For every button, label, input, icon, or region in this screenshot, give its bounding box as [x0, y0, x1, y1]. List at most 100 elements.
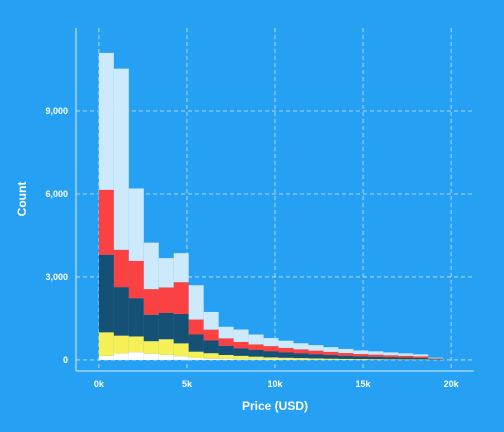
bar-segment — [233, 348, 249, 356]
bar-segment — [143, 341, 159, 354]
bar-segment — [338, 353, 354, 356]
bar-segment — [293, 353, 309, 359]
x-tick-label: 20k — [444, 379, 460, 389]
bar-segment — [98, 189, 114, 255]
bar-segment — [323, 351, 339, 356]
bar-segment — [173, 314, 189, 344]
bar-segment — [158, 287, 174, 313]
bar-segment — [293, 349, 309, 354]
bar-segment — [158, 312, 174, 340]
bar-segment — [143, 314, 159, 342]
bar-segment — [98, 355, 114, 360]
bar-segment — [233, 341, 249, 349]
x-axis-ticks: 0k 5k 10k 15k 20k — [94, 379, 460, 389]
bar-segment — [158, 258, 174, 288]
bar-segment — [323, 347, 339, 352]
bar-segment — [218, 354, 234, 359]
bar-segment — [368, 351, 384, 355]
bar-segment — [143, 242, 159, 290]
bar-segment — [278, 352, 294, 358]
x-tick-label: 5k — [182, 379, 193, 389]
y-axis-ticks: 0 3,000 6,000 9,000 — [45, 106, 68, 365]
bar-segment — [203, 311, 219, 330]
y-tick-label: 0 — [63, 355, 68, 365]
bar-segment — [203, 353, 219, 359]
bar-segment — [383, 355, 399, 358]
bar-segment — [293, 343, 309, 350]
bar-segment — [113, 249, 129, 288]
x-tick-label: 10k — [267, 379, 283, 389]
bar-segment — [128, 260, 144, 299]
bar-segment — [218, 345, 234, 355]
bar-segment — [188, 334, 204, 352]
bar-segment — [263, 357, 279, 360]
bar-segment — [338, 355, 354, 359]
bar-segment — [398, 353, 414, 356]
bar-segment — [353, 356, 369, 360]
bar-segment — [293, 358, 309, 360]
bar-segment — [368, 354, 384, 357]
bar-segment — [173, 343, 189, 357]
bar-segment — [158, 339, 174, 355]
x-tick-label: 15k — [356, 379, 372, 389]
bar-segment — [173, 356, 189, 360]
bar-segment — [413, 354, 429, 357]
bar-segment — [128, 352, 144, 360]
bar-segment — [368, 356, 384, 360]
bar-segment — [368, 359, 384, 360]
bar-segment — [353, 354, 369, 357]
y-tick-label: 9,000 — [45, 106, 68, 116]
bar-segment — [188, 357, 204, 360]
bar-segment — [413, 357, 429, 360]
bar-segment — [173, 282, 189, 315]
bar-segment — [398, 357, 414, 360]
bar-segment — [218, 338, 234, 346]
bar-segment — [98, 254, 114, 333]
bar-segment — [203, 329, 219, 341]
bar-segment — [278, 357, 294, 360]
bar-segment — [233, 359, 249, 360]
bar-segment — [338, 358, 354, 360]
bar-segment — [263, 346, 279, 352]
bar-segment — [248, 356, 264, 360]
bar-segment — [98, 332, 114, 356]
bar-segment — [308, 350, 324, 355]
bar-segment — [233, 355, 249, 360]
x-tick-label: 0k — [94, 379, 105, 389]
bar-segment — [128, 298, 144, 337]
y-tick-label: 6,000 — [45, 189, 68, 199]
x-axis-title: Price (USD) — [242, 399, 308, 413]
bar-segment — [308, 345, 324, 351]
bar-segment — [188, 319, 204, 335]
bar-segment — [308, 358, 324, 360]
bar-segment — [98, 52, 114, 190]
bar-segment — [413, 356, 429, 358]
bar-segment — [428, 357, 444, 359]
bar-segment — [218, 358, 234, 360]
bar-segment — [428, 358, 444, 360]
bar-segment — [233, 329, 249, 342]
bar-segment — [203, 340, 219, 354]
bar-segment — [248, 334, 264, 345]
bar-segment — [263, 351, 279, 358]
bar-segment — [278, 340, 294, 348]
bar-segment — [323, 358, 339, 360]
bar-segment — [353, 359, 369, 360]
stacked-bars — [98, 52, 444, 360]
bar-segment — [128, 188, 144, 261]
bar-segment — [248, 359, 264, 360]
bar-segment — [308, 354, 324, 359]
bar-segment — [218, 326, 234, 339]
bar-segment — [173, 253, 189, 283]
bar-segment — [428, 358, 444, 359]
bar-segment — [323, 355, 339, 359]
bar-segment — [263, 338, 279, 347]
bar-segment — [113, 287, 129, 336]
bar-segment — [383, 352, 399, 356]
bar-segment — [338, 348, 354, 354]
bar-segment — [398, 355, 414, 358]
bar-segment — [158, 354, 174, 360]
bar-segment — [278, 347, 294, 353]
bar-segment — [188, 351, 204, 358]
